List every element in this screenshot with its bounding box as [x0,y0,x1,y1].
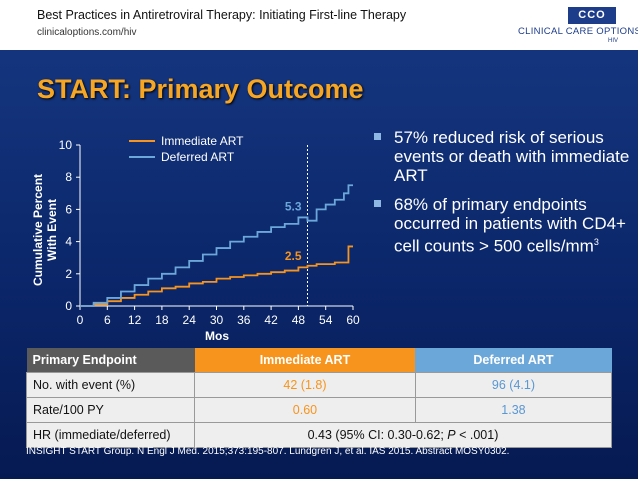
x-tick-label: 60 [346,313,360,327]
x-tick-label: 36 [237,313,251,327]
bullet-list: 57% reduced risk of serious events or de… [372,128,634,266]
y-tick-label: 0 [65,299,72,313]
y-tick-label: 8 [65,170,72,184]
table-row: HR (immediate/deferred) 0.43 (95% CI: 0.… [26,422,612,448]
table-cell-immediate: 42 (1.8) [194,372,416,398]
table-cell-deferred: 1.38 [414,397,613,423]
y-axis-label: Cumulative Percent With Event [31,174,59,286]
table-header-immediate: Immediate ART [194,348,416,373]
y-axis-label-line-1: Cumulative Percent [31,174,45,286]
table-header-row: Primary Endpoint Immediate ART Deferred … [26,348,612,373]
y-tick-label: 2 [65,267,72,281]
legend-label: Deferred ART [161,150,235,164]
series-end-label: 2.5 [285,249,302,263]
slide-title: START: Primary Outcome [37,74,364,104]
logo-sub: HIV [607,38,618,44]
table-cell-label: No. with event (%) [26,372,195,398]
x-tick-label: 54 [319,313,333,327]
table-cell-hr: 0.43 (95% CI: 0.30-0.62; P < .001) [194,422,612,448]
chart-series: 2.5 5.3 [80,184,353,307]
x-axis-label: Mos [205,329,229,343]
header-url[interactable]: clinicaloptions.com/hiv [37,27,137,38]
x-tick-label: 48 [292,313,306,327]
bullet-square-icon [374,133,381,140]
header-bar: Best Practices in Antiretroviral Therapy… [0,0,638,50]
table-header-deferred: Deferred ART [415,348,612,373]
y-tick-label: 6 [65,202,72,216]
logo-badge: CCO [568,7,616,24]
y-tick-label: 10 [59,138,73,152]
bullet-superscript: 3 [593,237,599,247]
p-value: < .001) [455,428,499,442]
table-header-endpoint: Primary Endpoint [26,348,195,373]
bullet-item: 57% reduced risk of serious events or de… [372,128,634,185]
series-line-immediate [80,245,353,307]
legend-label: Immediate ART [161,134,244,148]
cco-logo: CCO CLINICAL CARE OPTIONS HIV [512,7,638,45]
x-tick-label: 24 [183,313,197,327]
bullet-text: 57% reduced risk of serious events or de… [394,128,630,185]
table-cell-label: Rate/100 PY [26,397,195,423]
table-cell-deferred: 96 (4.1) [414,372,613,398]
p-label: P [447,428,456,442]
hr-value: 0.43 (95% CI: 0.30-0.62; [307,428,448,442]
bullet-text: 68% of primary endpoints occurred in pat… [394,195,626,256]
bullet-square-icon [374,200,381,207]
endpoint-table: Primary Endpoint Immediate ART Deferred … [26,348,613,448]
chart-legend: Immediate ART Deferred ART [129,134,244,164]
series-line-deferred [80,184,353,307]
table-cell-immediate: 0.60 [194,397,416,423]
citation: INSIGHT START Group. N Engl J Med. 2015;… [26,446,510,457]
header-title: Best Practices in Antiretroviral Therapy… [37,8,407,22]
y-tick-label: 4 [65,235,72,249]
table-row: No. with event (%) 42 (1.8) 96 (4.1) [26,372,613,398]
x-tick-label: 0 [77,313,84,327]
x-tick-label: 18 [155,313,169,327]
x-tick-label: 6 [104,313,111,327]
table-row: Rate/100 PY 0.60 1.38 [26,397,613,423]
x-tick-label: 12 [128,313,142,327]
logo-name: CLINICAL CARE OPTIONS [518,26,638,37]
series-end-label: 5.3 [285,200,302,214]
x-tick-label: 42 [264,313,278,327]
table-cell-label: HR (immediate/deferred) [26,422,195,448]
bullet-item: 68% of primary endpoints occurred in pat… [372,195,634,256]
y-axis-label-line-2: With Event [45,199,59,261]
x-tick-label: 30 [210,313,224,327]
